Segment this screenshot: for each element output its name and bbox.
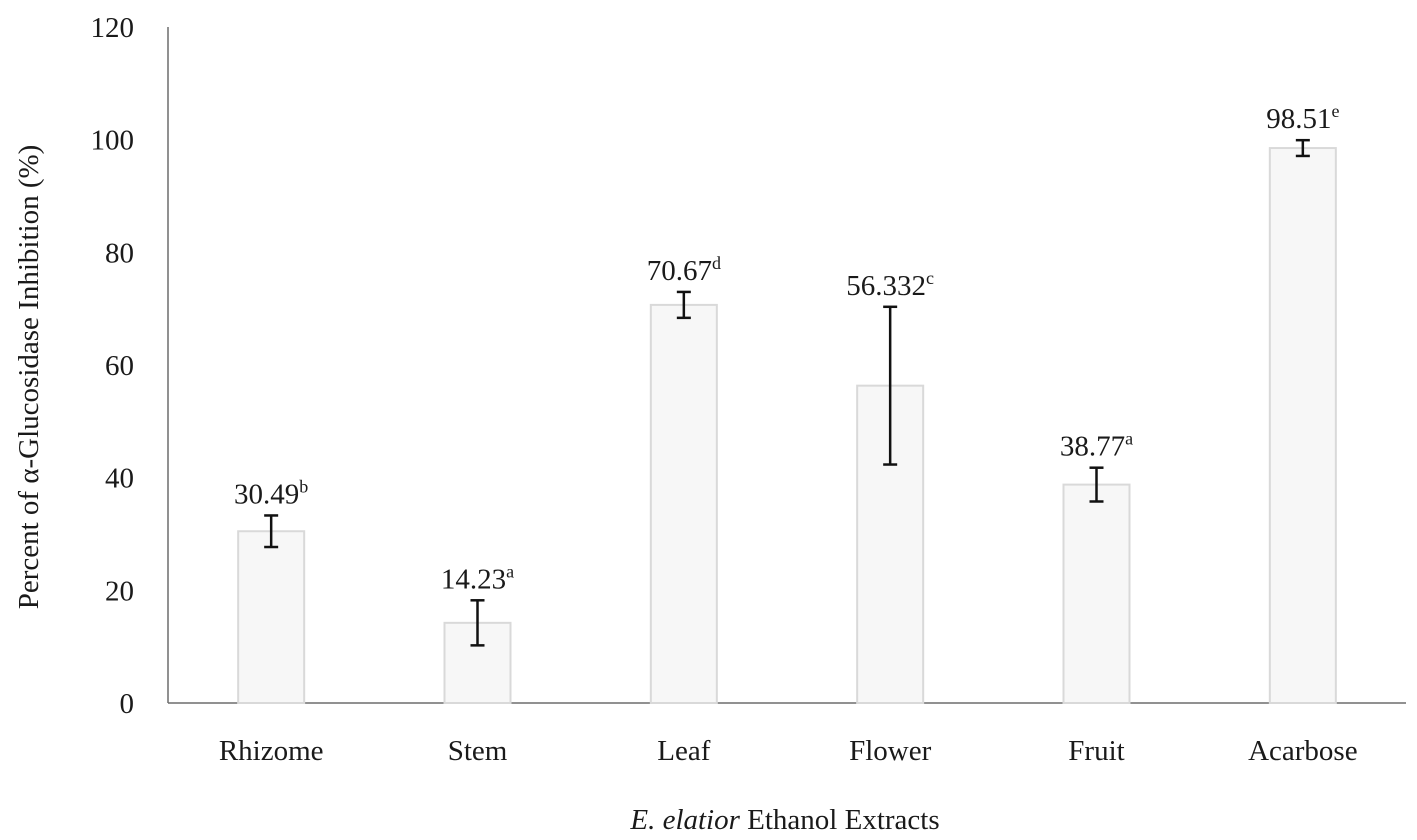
data-label: 14.23a: [441, 561, 514, 595]
y-tick-label: 120: [91, 12, 135, 44]
x-tick-label: Leaf: [657, 735, 710, 767]
x-tick-label: Stem: [448, 735, 508, 767]
data-label: 38.77a: [1060, 429, 1133, 463]
bar: [1268, 147, 1337, 704]
y-tick-label: 40: [105, 463, 134, 495]
x-axis-title: E. elatior Ethanol Extracts: [629, 804, 939, 836]
category-labels: Rhizome Stem Leaf Flower Fruit Acarbose: [219, 735, 1358, 767]
y-tick-label: 0: [120, 688, 135, 720]
y-tick-label: 100: [91, 125, 135, 157]
bar: [1062, 483, 1131, 704]
error-bar: [883, 305, 898, 466]
bar: [649, 303, 718, 704]
error-bar: [264, 514, 279, 549]
bar: [237, 530, 306, 705]
bars: [237, 147, 1337, 705]
data-label: 56.332c: [846, 268, 934, 302]
y-tick-label: 60: [105, 350, 134, 382]
error-bar: [1089, 466, 1104, 503]
y-tick-label: 80: [105, 237, 134, 269]
error-bar: [1295, 138, 1310, 158]
x-tick-label: Flower: [849, 735, 932, 767]
y-tick-label: 20: [105, 575, 134, 607]
data-label: 70.67d: [647, 253, 721, 287]
x-tick-label: Acarbose: [1248, 735, 1358, 767]
data-label: 98.51e: [1266, 101, 1339, 135]
x-axis-title-rest: Ethanol Extracts: [740, 804, 940, 836]
data-label: 30.49b: [234, 476, 308, 510]
x-tick-label: Fruit: [1068, 735, 1124, 767]
x-axis-title-italic: E. elatior: [629, 804, 740, 836]
x-tick-label: Rhizome: [219, 735, 324, 767]
error-bar: [470, 599, 485, 647]
error-bars: [264, 138, 1310, 647]
data-labels: 30.49b 14.23a 70.67d 56.332c 38.77a 98.51e: [234, 101, 1339, 595]
y-axis-ticks: 0 20 40 60 80 100 120: [91, 12, 135, 720]
y-axis-title: Percent of α-Glucosidase Inhibition (%): [13, 145, 45, 610]
error-bar: [676, 290, 691, 320]
